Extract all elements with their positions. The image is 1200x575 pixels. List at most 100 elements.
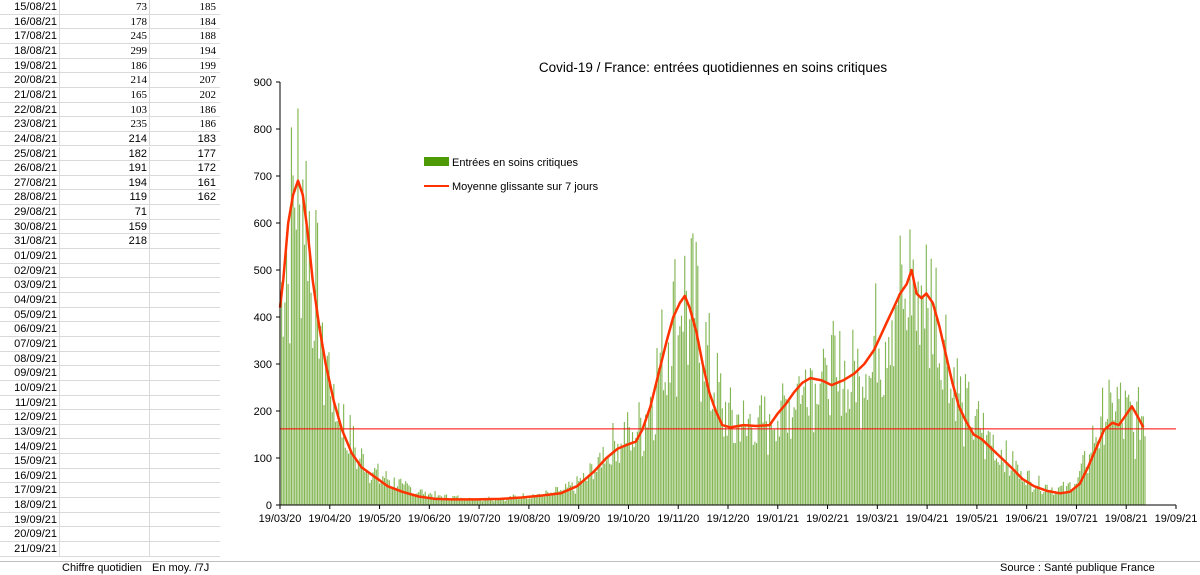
date-cell[interactable]: 27/08/21	[0, 175, 60, 190]
date-cell[interactable]: 13/09/21	[0, 424, 60, 439]
date-cell[interactable]: 17/08/21	[0, 29, 60, 43]
date-cell[interactable]: 05/09/21	[0, 307, 60, 322]
daily-value-cell[interactable]: 103	[60, 102, 150, 117]
date-cell[interactable]: 16/08/21	[0, 14, 60, 29]
daily-value-cell[interactable]: 182	[60, 146, 150, 161]
bar	[907, 317, 909, 505]
daily-value-cell[interactable]	[60, 439, 150, 454]
date-cell[interactable]: 08/09/21	[0, 351, 60, 366]
bar	[604, 463, 606, 505]
daily-value-cell[interactable]	[60, 278, 150, 292]
daily-value-cell[interactable]	[60, 351, 150, 366]
average-value-cell[interactable]: 202	[199, 88, 217, 101]
daily-value-cell[interactable]	[60, 527, 150, 542]
date-cell[interactable]: 30/08/21	[0, 219, 60, 234]
daily-value-cell[interactable]: 245	[60, 29, 150, 43]
daily-value-cell[interactable]: 186	[60, 58, 150, 73]
date-cell[interactable]: 24/08/21	[0, 131, 60, 146]
daily-value-cell[interactable]: 159	[60, 219, 150, 234]
bar	[540, 496, 542, 505]
date-cell[interactable]: 18/09/21	[0, 498, 60, 512]
date-cell[interactable]: 20/09/21	[0, 527, 60, 542]
date-cell[interactable]: 21/08/21	[0, 87, 60, 102]
daily-value-cell[interactable]: 71	[60, 205, 150, 219]
date-cell[interactable]: 09/09/21	[0, 366, 60, 380]
daily-value-cell[interactable]: 73	[60, 0, 150, 14]
average-value-cell[interactable]: 184	[199, 15, 217, 28]
daily-value-cell[interactable]: 191	[60, 161, 150, 175]
bar	[674, 259, 676, 505]
daily-value-cell[interactable]	[60, 512, 150, 527]
date-cell[interactable]: 04/09/21	[0, 293, 60, 307]
average-value-cell[interactable]: 177	[197, 147, 216, 160]
daily-value-cell[interactable]	[60, 380, 150, 395]
date-cell[interactable]: 29/08/21	[0, 205, 60, 219]
date-cell[interactable]: 18/08/21	[0, 43, 60, 58]
date-cell[interactable]: 23/08/21	[0, 117, 60, 131]
average-value-cell[interactable]: 186	[199, 103, 217, 116]
bar	[948, 403, 950, 505]
date-cell[interactable]: 25/08/21	[0, 146, 60, 161]
table-row: 01/09/21	[0, 249, 220, 264]
daily-value-cell[interactable]: 235	[60, 117, 150, 131]
daily-value-cell[interactable]: 119	[60, 190, 150, 205]
date-cell[interactable]: 31/08/21	[0, 234, 60, 249]
bar	[1075, 483, 1078, 505]
average-value-cell[interactable]: 188	[199, 30, 217, 43]
date-cell[interactable]: 03/09/21	[0, 278, 60, 292]
average-value-cell[interactable]: 185	[199, 1, 217, 13]
daily-value-cell[interactable]: 178	[60, 14, 150, 29]
average-value-cell[interactable]: 161	[197, 176, 216, 189]
date-cell[interactable]: 22/08/21	[0, 102, 60, 117]
daily-value-cell[interactable]	[60, 410, 150, 424]
date-cell[interactable]: 10/09/21	[0, 380, 60, 395]
date-cell[interactable]: 01/09/21	[0, 249, 60, 263]
daily-value-cell[interactable]	[60, 336, 150, 351]
daily-value-cell[interactable]	[60, 483, 150, 498]
date-cell[interactable]: 02/09/21	[0, 263, 60, 278]
average-value-cell[interactable]: 183	[197, 132, 216, 145]
bar	[902, 308, 905, 505]
daily-value-cell[interactable]	[60, 293, 150, 307]
date-cell[interactable]: 11/09/21	[0, 395, 60, 410]
average-value-cell[interactable]: 194	[199, 44, 217, 57]
average-value-cell[interactable]: 207	[199, 74, 217, 87]
daily-value-cell[interactable]	[60, 454, 150, 468]
date-cell[interactable]: 15/08/21	[0, 0, 60, 14]
daily-value-cell[interactable]	[60, 424, 150, 439]
date-cell[interactable]: 14/09/21	[0, 439, 60, 454]
date-cell[interactable]: 28/08/21	[0, 190, 60, 205]
date-cell[interactable]: 19/09/21	[0, 512, 60, 527]
average-value-cell[interactable]: 162	[197, 191, 216, 204]
date-cell[interactable]: 21/09/21	[0, 542, 60, 556]
daily-value-cell[interactable]: 214	[60, 73, 150, 87]
average-value-cell[interactable]: 186	[199, 118, 217, 131]
daily-value-cell[interactable]	[60, 366, 150, 380]
daily-value-cell[interactable]: 165	[60, 87, 150, 102]
daily-value-cell[interactable]: 299	[60, 43, 150, 58]
daily-value-cell[interactable]	[60, 395, 150, 410]
date-cell[interactable]: 16/09/21	[0, 468, 60, 483]
daily-value-cell[interactable]: 194	[60, 175, 150, 190]
date-cell[interactable]: 20/08/21	[0, 73, 60, 87]
daily-value-cell[interactable]: 218	[60, 234, 150, 249]
date-cell[interactable]: 17/09/21	[0, 483, 60, 498]
daily-value-cell[interactable]	[60, 263, 150, 278]
average-value-cell[interactable]: 172	[197, 162, 216, 175]
daily-value-cell[interactable]	[60, 322, 150, 336]
daily-value-cell[interactable]	[60, 542, 150, 556]
bar	[473, 499, 475, 505]
date-cell[interactable]: 19/08/21	[0, 58, 60, 73]
date-cell[interactable]: 07/09/21	[0, 336, 60, 351]
date-cell[interactable]: 12/09/21	[0, 410, 60, 424]
date-cell[interactable]: 26/08/21	[0, 161, 60, 175]
daily-value-cell[interactable]: 214	[60, 131, 150, 146]
average-value-cell[interactable]: 199	[199, 59, 217, 72]
date-cell[interactable]: 06/09/21	[0, 322, 60, 336]
date-cell[interactable]: 15/09/21	[0, 454, 60, 468]
daily-value-cell[interactable]	[60, 307, 150, 322]
daily-value-cell[interactable]	[60, 249, 150, 263]
bar	[1067, 483, 1069, 505]
daily-value-cell[interactable]	[60, 498, 150, 512]
daily-value-cell[interactable]	[60, 468, 150, 483]
